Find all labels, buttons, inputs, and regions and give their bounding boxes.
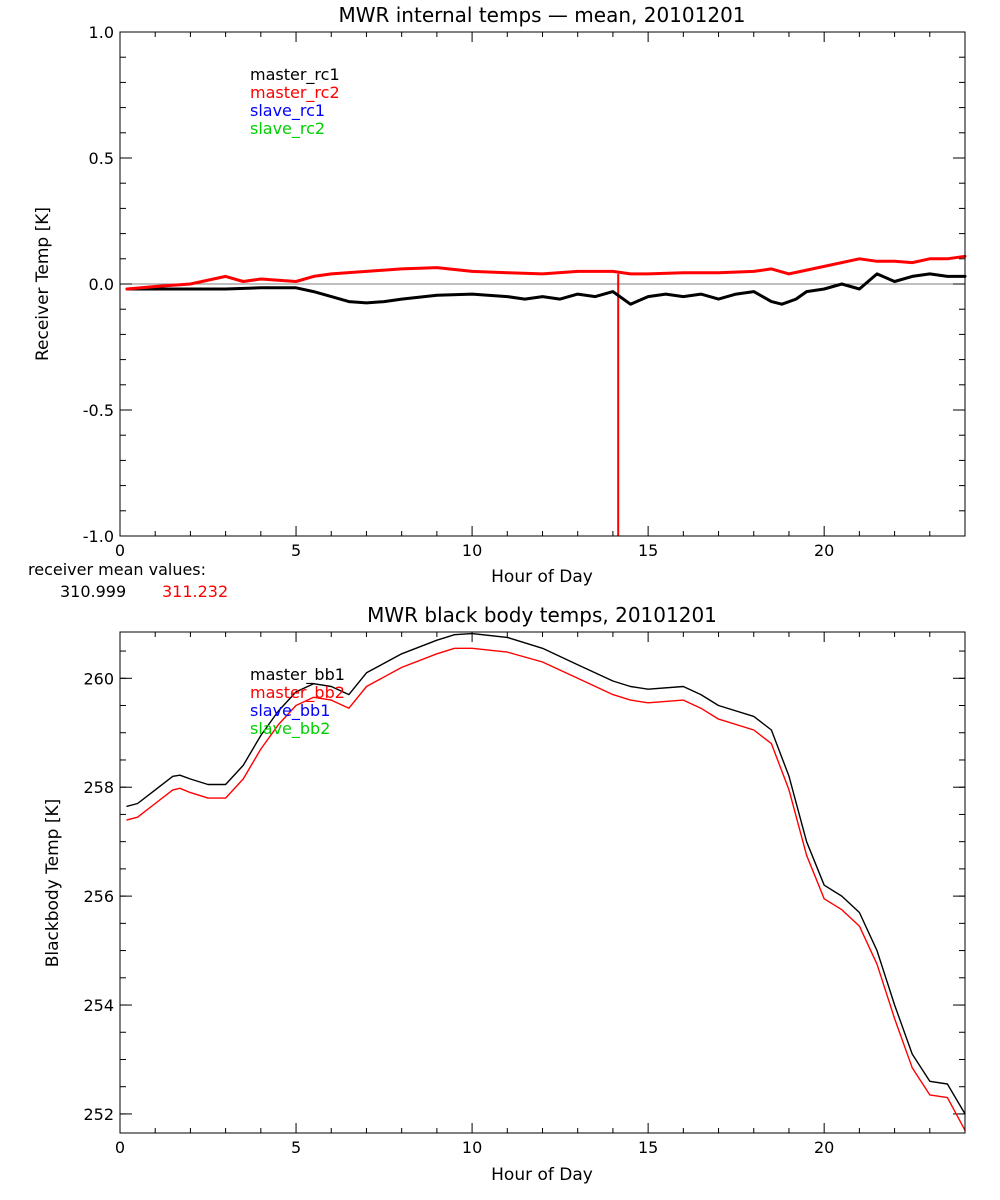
- x-tick-labels: 0 5 10 15 20: [115, 541, 834, 560]
- y-tick-label: -1.0: [83, 527, 114, 546]
- y-axis-label: Receiver Temp [K]: [33, 207, 53, 361]
- axes-layer: [119, 632, 966, 1133]
- y-tick-labels: 1.0 0.5 0.0 -0.5 -1.0: [83, 23, 114, 546]
- receiver-temp-panel: MWR internal temps — mean, 20101201 0 5 10…: [28, 3, 967, 601]
- series-layer: [126, 632, 966, 1132]
- x-tick-label: 15: [638, 1138, 658, 1157]
- legend-entry: slave_rc1: [250, 101, 325, 121]
- legend-entry: slave_bb1: [250, 701, 330, 721]
- x-tick-label: 0: [115, 541, 125, 560]
- series-line-master_bb1: [126, 632, 966, 1115]
- mean-values-label: receiver mean values:: [28, 560, 206, 579]
- y-tick-labels: 260 258 256 254 252: [83, 669, 114, 1124]
- blackbody-temp-panel: MWR black body temps, 20101201 0 5 10 15 20 …: [43, 603, 966, 1185]
- y-tick-label: 252: [83, 1105, 114, 1124]
- legend-entry: master_rc1: [250, 65, 340, 85]
- chart-title: MWR internal temps — mean, 20101201: [338, 3, 745, 27]
- x-tick-label: 20: [814, 1138, 834, 1157]
- x-tick-label: 0: [115, 1138, 125, 1157]
- legend: master_rc1 master_rc2 slave_rc1 slave_rc…: [250, 65, 340, 139]
- legend-entry: master_bb1: [250, 665, 345, 685]
- series-line-master_bb2: [126, 647, 966, 1132]
- x-tick-label: 10: [462, 541, 482, 560]
- x-tick-label: 20: [814, 541, 834, 560]
- y-tick-label: 254: [83, 996, 114, 1015]
- legend-entry: master_bb2: [250, 683, 345, 703]
- mean-value-master-rc1: 310.999: [60, 582, 126, 601]
- y-tick-label: 260: [83, 669, 114, 688]
- y-tick-label: 1.0: [89, 23, 114, 42]
- x-tick-label: 10: [462, 1138, 482, 1157]
- plot-frame: [119, 31, 966, 537]
- series-layer: [125, 254, 967, 306]
- legend-entry: slave_bb2: [250, 719, 330, 739]
- y-tick-label: 256: [83, 887, 114, 906]
- x-tick-labels: 0 5 10 15 20: [115, 1138, 834, 1157]
- y-tick-label: 0.5: [89, 149, 114, 168]
- y-tick-label: -0.5: [83, 401, 114, 420]
- series-line-master_rc2: [125, 254, 967, 291]
- y-tick-label: 258: [83, 778, 114, 797]
- x-tick-label: 5: [291, 541, 301, 560]
- legend-entry: master_rc2: [250, 83, 340, 103]
- y-tick-label: 0.0: [89, 275, 114, 294]
- y-axis-label: Blackbody Temp [K]: [43, 799, 63, 968]
- series-line-master_rc1: [125, 272, 967, 306]
- x-axis-label: Hour of Day: [491, 567, 593, 587]
- mean-value-master-rc2: 311.232: [162, 582, 228, 601]
- x-tick-label: 15: [638, 541, 658, 560]
- legend: master_bb1 master_bb2 slave_bb1 slave_bb…: [250, 665, 345, 739]
- x-axis-label: Hour of Day: [491, 1165, 593, 1185]
- chart-title: MWR black body temps, 20101201: [367, 603, 717, 627]
- x-tick-label: 5: [291, 1138, 301, 1157]
- plot-frame: [119, 631, 966, 1134]
- legend-entry: slave_rc2: [250, 119, 325, 139]
